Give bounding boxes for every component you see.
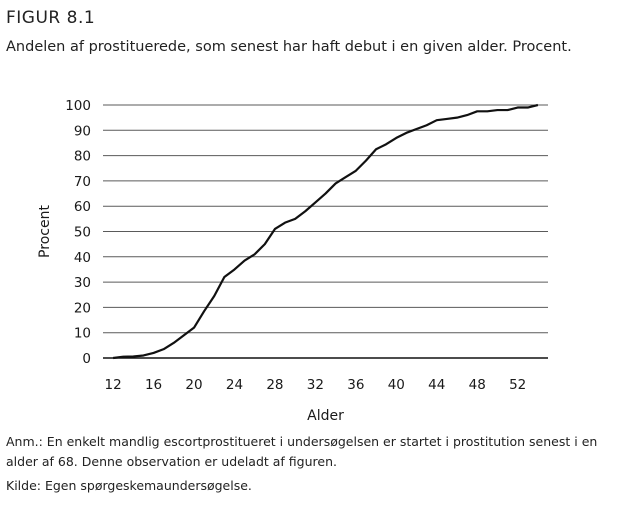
- y-tick-label: 100: [65, 98, 91, 114]
- x-axis-label: Alder: [307, 408, 344, 424]
- y-tick-label: 40: [74, 250, 91, 266]
- figure-label: FIGUR 8.1: [6, 8, 96, 28]
- x-tick-label: 40: [388, 377, 405, 393]
- y-tick-label: 0: [82, 351, 91, 367]
- x-tick-label: 28: [266, 377, 283, 393]
- x-tick-label: 44: [428, 377, 445, 393]
- y-axis-label: Procent: [37, 205, 53, 258]
- figure-title: Andelen af prostituerede, som senest har…: [6, 39, 572, 55]
- x-tick-label: 52: [509, 377, 526, 393]
- gridlines: [103, 104, 548, 334]
- x-tick-label: 16: [145, 377, 162, 393]
- y-tick-label: 80: [74, 149, 91, 165]
- x-tick-label: 24: [226, 377, 243, 393]
- x-axis-ticks: 12 16 20 24 28 32 36 40 44 48 52: [105, 377, 527, 393]
- note-line-1: Anm.: En enkelt mandlig escortprostituer…: [6, 434, 598, 449]
- y-axis-ticks: 0 10 20 30 40 50 60 70 80 90 100: [65, 98, 91, 367]
- series-line: [112, 103, 539, 360]
- source-note: Kilde: Egen spørgeskemaundersøgelse.: [6, 478, 252, 493]
- y-tick-label: 30: [74, 275, 91, 291]
- y-tick-label: 50: [74, 225, 91, 241]
- x-tick-label: 32: [307, 377, 324, 393]
- x-tick-label: 12: [105, 377, 122, 393]
- y-tick-label: 70: [74, 174, 91, 190]
- x-tick-label: 48: [469, 377, 486, 393]
- x-tick-label: 36: [347, 377, 364, 393]
- line-chart: 0 10 20 30 40 50 60 70 80 90 100 12 16 20 24 28 32 36 40 4…: [37, 98, 548, 424]
- y-tick-label: 20: [74, 300, 91, 316]
- y-tick-label: 10: [74, 326, 91, 342]
- y-tick-label: 90: [74, 123, 91, 139]
- y-tick-label: 60: [74, 199, 91, 215]
- note-line-2: alder af 68. Denne observation er udelad…: [6, 454, 337, 469]
- x-tick-label: 20: [185, 377, 202, 393]
